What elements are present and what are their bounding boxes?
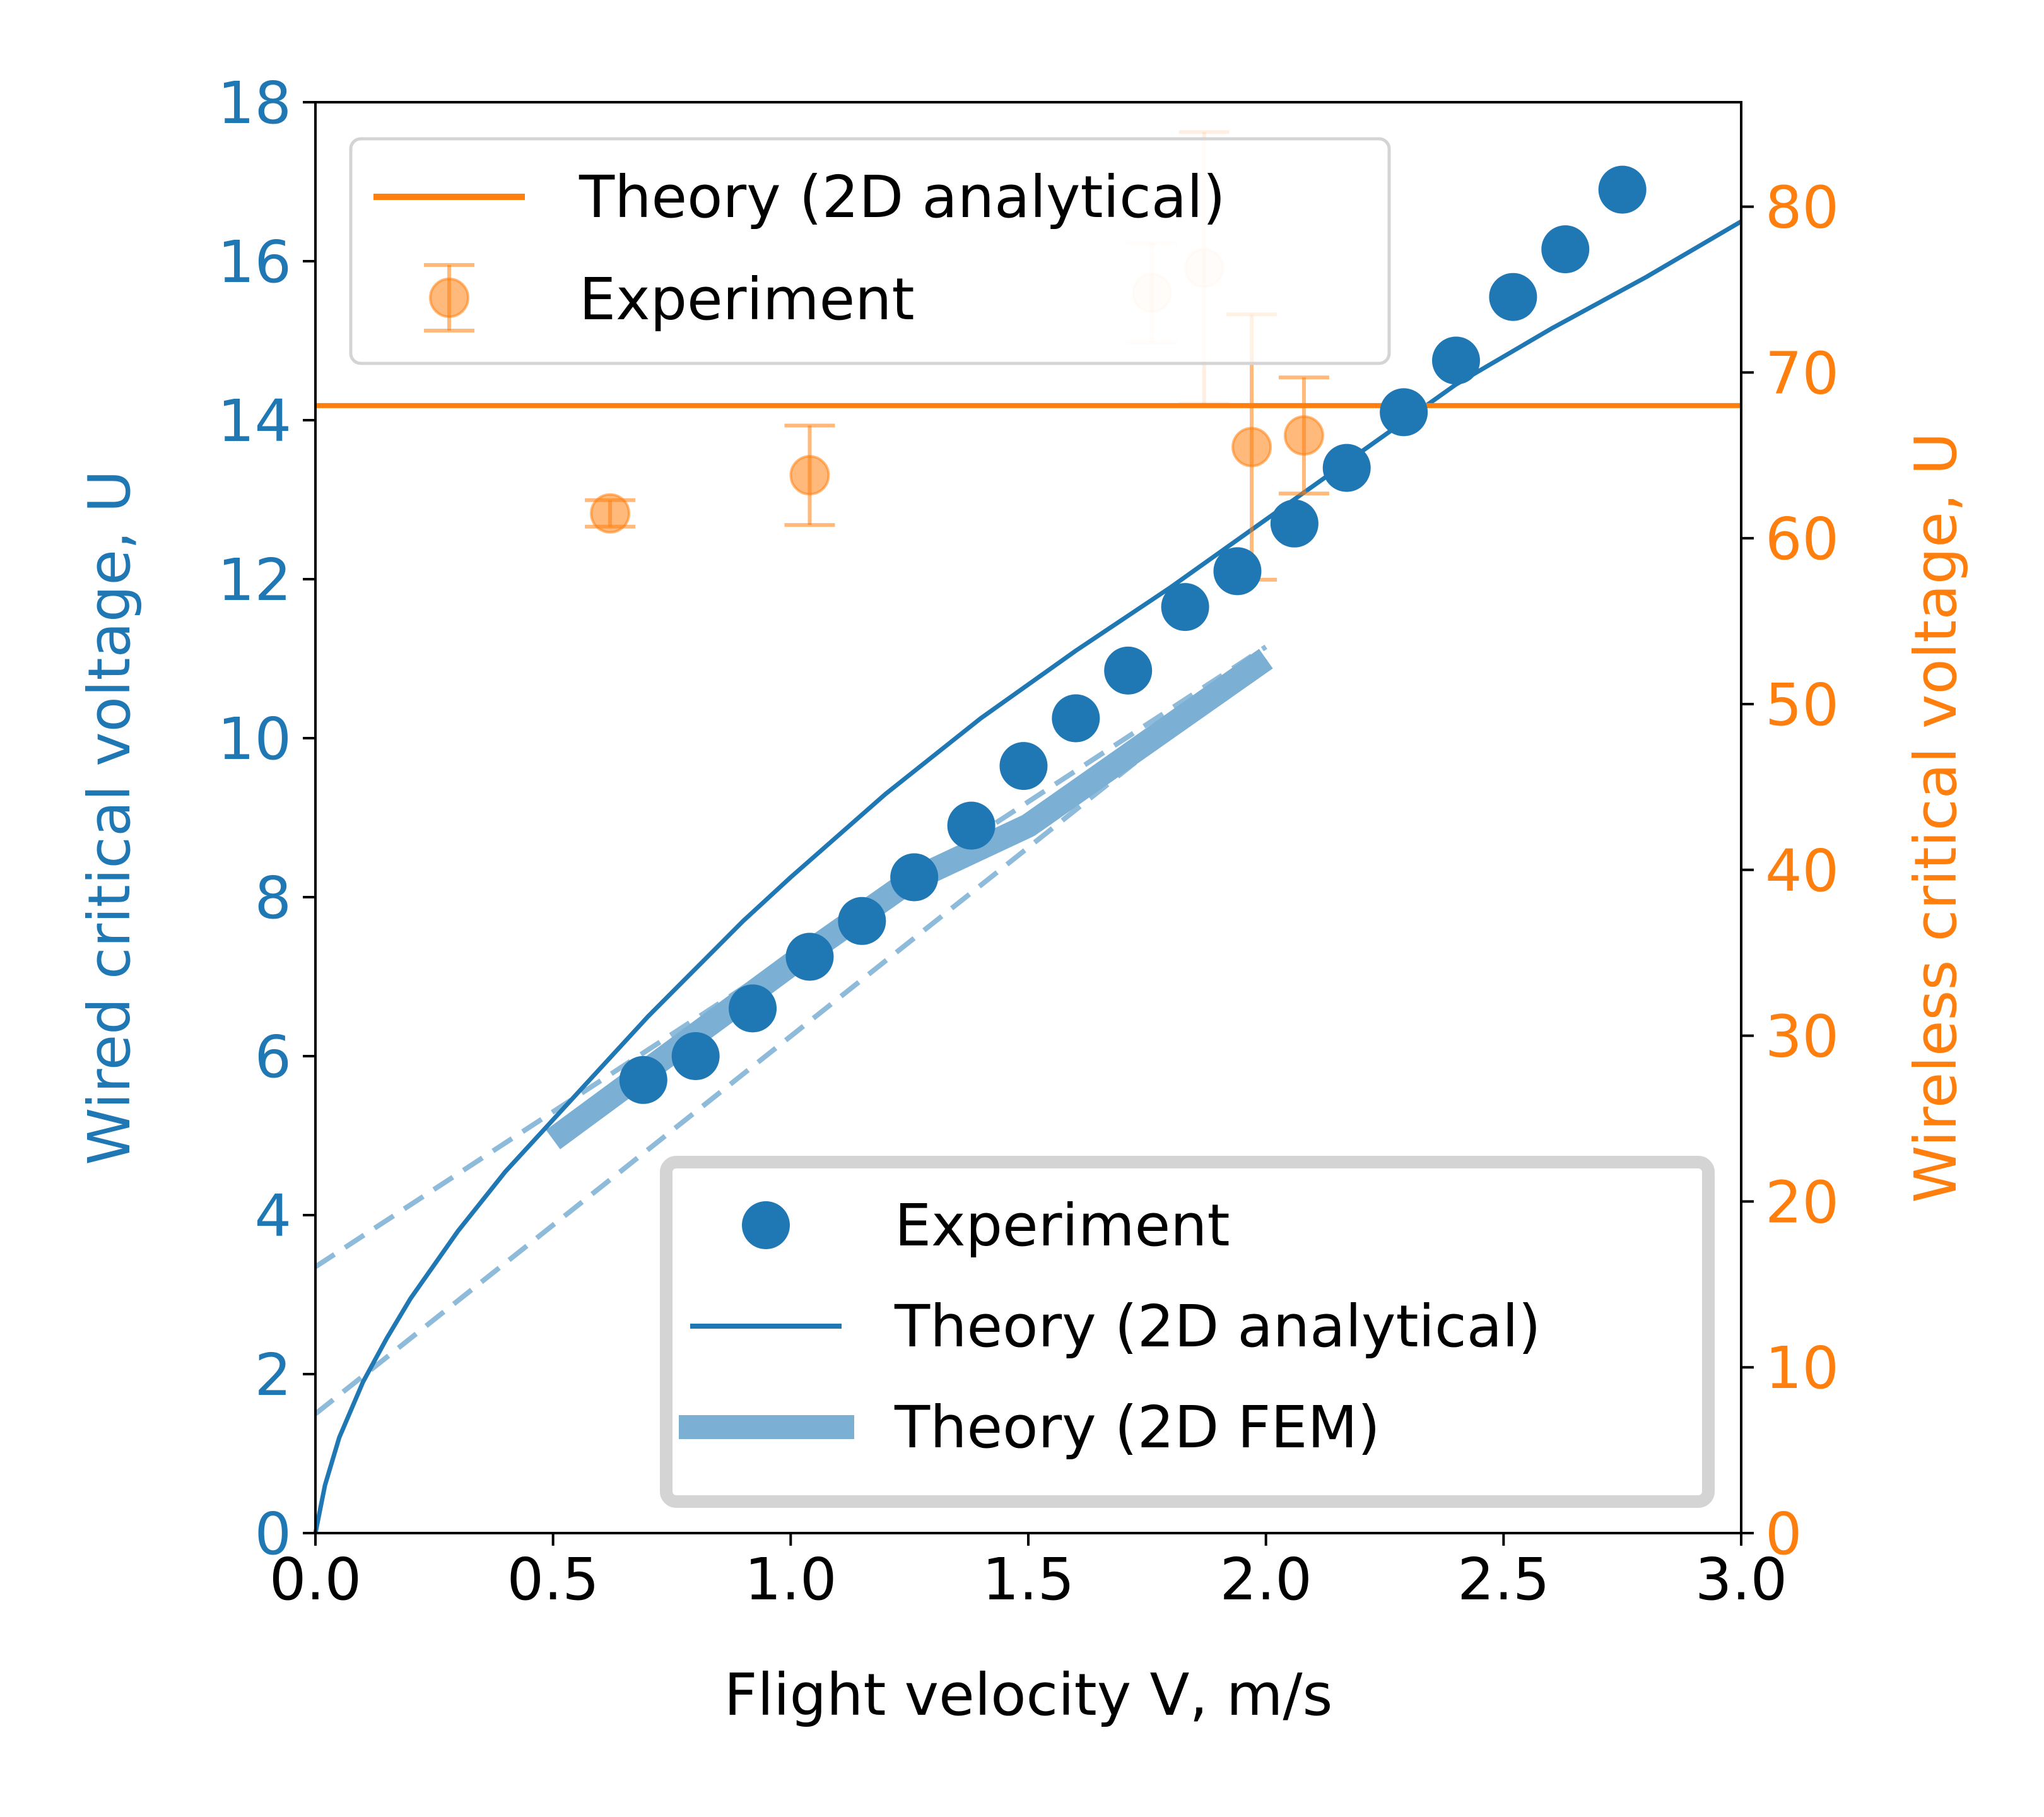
y2-tick-label: 60 <box>1765 505 1839 573</box>
wired-experiment-point <box>1322 444 1371 492</box>
legend-wired-frame <box>660 1156 1715 1508</box>
y-tick-label: 2 <box>254 1341 291 1409</box>
wired-experiment-point <box>1432 336 1480 385</box>
x-tick-label: 2.5 <box>1457 1546 1549 1613</box>
wireless-experiment-point <box>1283 415 1324 456</box>
wired-experiment-point <box>1489 273 1537 321</box>
x-tick-label: 0.0 <box>269 1546 361 1613</box>
legend-wireless-marker <box>429 278 469 318</box>
legend-wired-entry-fem: Theory (2D FEM) <box>894 1394 1380 1461</box>
y-tick-label: 14 <box>218 387 291 455</box>
y2-tick-label: 80 <box>1765 174 1839 242</box>
y-tick-label: 0 <box>254 1500 291 1568</box>
y-axis-left: 0 2 4 6 8 10 12 14 16 18 <box>218 69 315 1568</box>
legend-wireless-frame <box>349 137 1391 365</box>
x-tick-label: 1.5 <box>982 1546 1074 1613</box>
x-tick-label: 1.0 <box>744 1546 837 1613</box>
fem-dashed-line <box>314 656 1268 1416</box>
legend-wireless: Theory (2D analytical) Experiment <box>349 137 1391 365</box>
x-tick-label: 2.0 <box>1220 1546 1312 1613</box>
legend-wired-marker <box>742 1201 790 1249</box>
y2-tick-label: 0 <box>1765 1500 1802 1568</box>
wired-experiment-point <box>1161 583 1209 632</box>
y-axis-right: 0 10 20 30 40 50 60 70 80 <box>1741 174 1839 1568</box>
y2-tick-label: 20 <box>1765 1168 1839 1236</box>
x-tick-label: 3.0 <box>1695 1546 1787 1613</box>
y-tick-label: 6 <box>254 1023 291 1091</box>
y2-tick-label: 30 <box>1765 1003 1839 1071</box>
y-tick-label: 8 <box>254 864 291 932</box>
analytical-line <box>313 219 1742 1534</box>
wired-experiment-point <box>671 1032 720 1080</box>
wired-experiment-point <box>1380 388 1428 437</box>
wired-experiment-point <box>1213 547 1262 596</box>
wired-experiment-point <box>947 801 996 850</box>
wired-experiment-point <box>785 932 834 981</box>
y2-tick-label: 50 <box>1765 671 1839 739</box>
y-axis-label-left: Wired critical voltage, U <box>76 470 143 1165</box>
wired-experiment-point <box>1541 225 1590 274</box>
y-tick-label: 10 <box>218 705 291 773</box>
wired-experiment-point <box>1598 165 1647 214</box>
wired-experiment-point <box>890 853 939 902</box>
y2-tick-label: 70 <box>1765 339 1839 407</box>
y2-tick-label: 40 <box>1765 837 1839 905</box>
wireless-experiment-point <box>789 455 830 496</box>
y-tick-label: 18 <box>218 69 291 137</box>
legend-wired-entry-analytical: Theory (2D analytical) <box>894 1293 1541 1360</box>
y-axis-label-right: Wireless critical voltage, U <box>1902 432 1970 1203</box>
legend-wireless-entry-experiment: Experiment <box>579 266 915 333</box>
y2-tick-label: 10 <box>1765 1334 1839 1402</box>
wired-experiment-point <box>1052 694 1100 743</box>
wired-experiment-point <box>729 984 777 1033</box>
wired-experiment-point <box>838 897 886 945</box>
x-axis: 0.0 0.5 1.0 1.5 2.0 2.5 3.0 <box>269 1533 1787 1613</box>
wireless-experiment-point <box>590 493 631 534</box>
legend-wired: Experiment Theory (2D analytical) Theory… <box>660 1156 1715 1508</box>
x-tick-label: 0.5 <box>507 1546 599 1613</box>
y-tick-label: 12 <box>218 546 291 614</box>
wired-experiment-point <box>619 1056 667 1104</box>
y-tick-label: 4 <box>254 1182 291 1250</box>
wired-experiment-point <box>1270 499 1319 548</box>
axes: 0.0 0.5 1.0 1.5 2.0 2.5 3.0 0 2 4 6 8 10 12 14 16 18 0 1… <box>76 69 1970 1729</box>
legend-wireless-entry-theory: Theory (2D analytical) <box>579 163 1226 231</box>
wired-experiment-point <box>1104 646 1153 695</box>
wireless-experiment-point <box>1231 426 1272 467</box>
x-axis-label: Flight velocity V, m/s <box>724 1661 1333 1729</box>
y-tick-label: 16 <box>218 228 291 296</box>
legend-wired-entry-experiment: Experiment <box>895 1192 1230 1259</box>
wired-experiment-point <box>999 742 1048 791</box>
